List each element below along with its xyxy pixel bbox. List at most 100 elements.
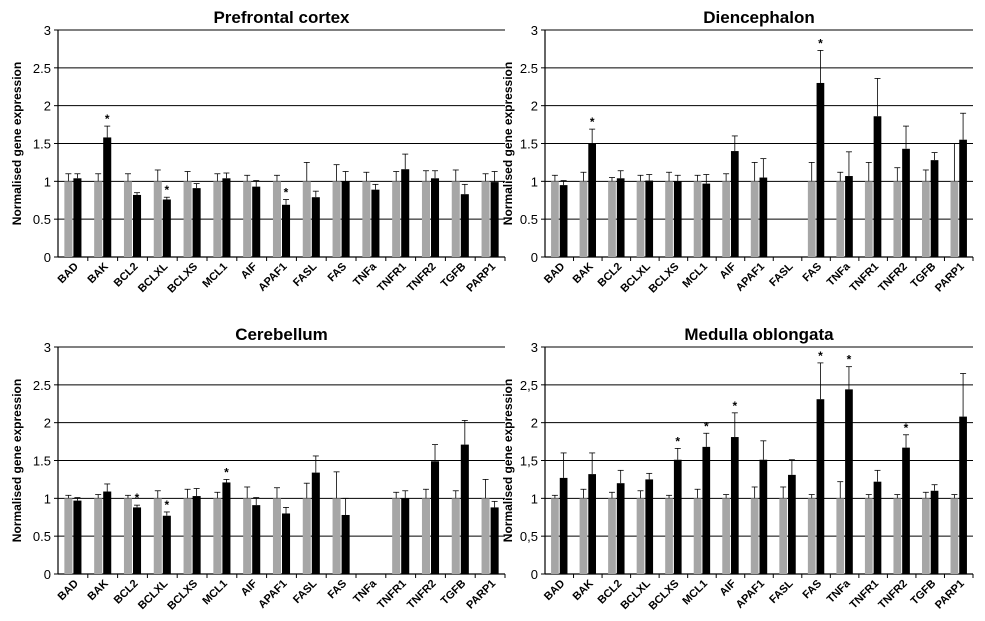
control-bar-bclxs xyxy=(665,181,673,257)
control-bar-bclxl xyxy=(153,181,162,257)
treated-bar-bclxl xyxy=(645,180,654,257)
x-tick-label: TNFR2 xyxy=(876,261,910,295)
control-bar-tgfb xyxy=(451,181,460,257)
treated-bar-bcl2 xyxy=(133,194,142,257)
error-bar xyxy=(580,171,587,182)
treated-bar-fasl xyxy=(788,474,796,574)
treated-bar-fas xyxy=(341,181,350,257)
x-tick-label: BCLXS xyxy=(647,261,682,296)
control-bar-tnfr2 xyxy=(893,498,902,574)
error-bar xyxy=(273,487,280,499)
treated-bar-aif xyxy=(252,186,261,257)
x-tick-label: FAS xyxy=(801,261,825,285)
treated-bar-bak xyxy=(588,143,597,257)
control-bar-tnfr2 xyxy=(893,181,902,257)
control-bar-tgfb xyxy=(921,498,930,574)
y-tick-label: 3 xyxy=(531,23,538,38)
error-bar xyxy=(894,494,901,499)
x-tick-label: TNFR2 xyxy=(405,578,439,612)
control-bar-bclxl xyxy=(153,498,162,574)
error-bar xyxy=(244,174,251,182)
y-tick-label: 2.5 xyxy=(33,61,51,76)
treated-bar-apaf1 xyxy=(759,177,768,257)
error-bar xyxy=(482,173,489,182)
error-bar xyxy=(951,143,958,182)
error-bar xyxy=(760,440,767,460)
control-bar-fas xyxy=(332,498,341,574)
control-bar-tnfr2 xyxy=(421,181,430,257)
control-bar-tgfb xyxy=(451,498,460,574)
treated-bar-bak xyxy=(103,137,112,257)
error-bar xyxy=(845,366,852,390)
y-tick-label: 1 xyxy=(531,491,538,506)
error-bar xyxy=(731,135,738,152)
x-tick-label: BCLXS xyxy=(165,578,200,613)
error-bar xyxy=(422,488,429,499)
control-bar-bclxs xyxy=(665,498,673,574)
control-bar-tnfa xyxy=(362,181,371,257)
control-bar-tnfr1 xyxy=(864,181,873,257)
error-bar xyxy=(922,169,929,182)
significance-marker: * xyxy=(818,349,823,363)
y-axis-label: Normalised gene expression xyxy=(10,62,24,225)
y-axis-label: Normalised gene expression xyxy=(501,62,515,225)
control-bar-apaf1 xyxy=(272,181,281,257)
error-bar xyxy=(74,173,81,179)
error-bar xyxy=(372,183,379,190)
panel-title: Medulla oblongata xyxy=(684,325,834,344)
error-bar xyxy=(163,196,170,200)
control-bar-tnfr1 xyxy=(864,498,873,574)
error-bar xyxy=(845,151,852,177)
chart-panel-4: Medulla oblongata Normalised gene express… xyxy=(501,325,974,612)
y-axis-label: Normalised gene expression xyxy=(501,379,515,542)
control-bar-fasl xyxy=(302,181,311,257)
error-bar xyxy=(817,50,824,83)
control-bar-tnfa xyxy=(836,181,845,257)
x-tick-label: TNFR1 xyxy=(375,261,409,295)
error-bar xyxy=(124,494,131,499)
treated-bar-tnfr2 xyxy=(902,148,910,257)
x-tick-label: BCLXL xyxy=(619,260,654,295)
error-bar xyxy=(184,488,191,499)
error-bar xyxy=(491,171,498,183)
treated-bar-fas xyxy=(341,514,350,574)
y-tick-label: 2 xyxy=(531,99,538,114)
error-bar xyxy=(253,180,260,187)
error-bar xyxy=(482,479,489,499)
treated-bar-apaf1 xyxy=(759,459,768,574)
error-bar xyxy=(666,171,673,182)
y-tick-label: 1.5 xyxy=(33,137,51,152)
control-bar-mcl1 xyxy=(213,181,222,257)
treated-bar-aif xyxy=(730,151,739,257)
error-bar xyxy=(837,171,844,182)
treated-bar-parp1 xyxy=(490,182,499,257)
error-bar xyxy=(303,162,310,182)
y-axis-label: Normalised gene expression xyxy=(10,379,24,542)
x-tick-label: FAS xyxy=(326,578,350,602)
control-bar-bad xyxy=(551,181,559,257)
x-tick-label: TNFR1 xyxy=(848,578,882,612)
error-bar xyxy=(193,488,200,497)
control-bar-aif xyxy=(243,498,252,574)
error-bar xyxy=(402,153,409,170)
control-bar-fas xyxy=(807,181,816,257)
error-bar xyxy=(422,170,429,182)
x-tick-label: FAS xyxy=(326,261,350,285)
control-bar-mcl1 xyxy=(693,181,702,257)
treated-bar-aif xyxy=(252,505,261,574)
error-bar xyxy=(608,491,615,499)
y-tick-label: 2 xyxy=(44,99,51,114)
error-bar xyxy=(134,192,141,195)
error-bar xyxy=(751,486,758,499)
significance-marker: * xyxy=(904,421,909,435)
panel-title: Prefrontal cortex xyxy=(213,8,350,27)
x-tick-label: MCL1 xyxy=(200,578,230,608)
control-bar-parp1 xyxy=(950,181,959,257)
treated-bar-bclxs xyxy=(673,459,682,574)
x-tick-label: BAD xyxy=(542,578,567,603)
x-tick-label: PARP1 xyxy=(464,261,498,295)
treated-bar-tnfr2 xyxy=(902,447,910,574)
x-tick-label: PARP1 xyxy=(933,578,967,612)
treated-bar-apaf1 xyxy=(282,204,291,257)
